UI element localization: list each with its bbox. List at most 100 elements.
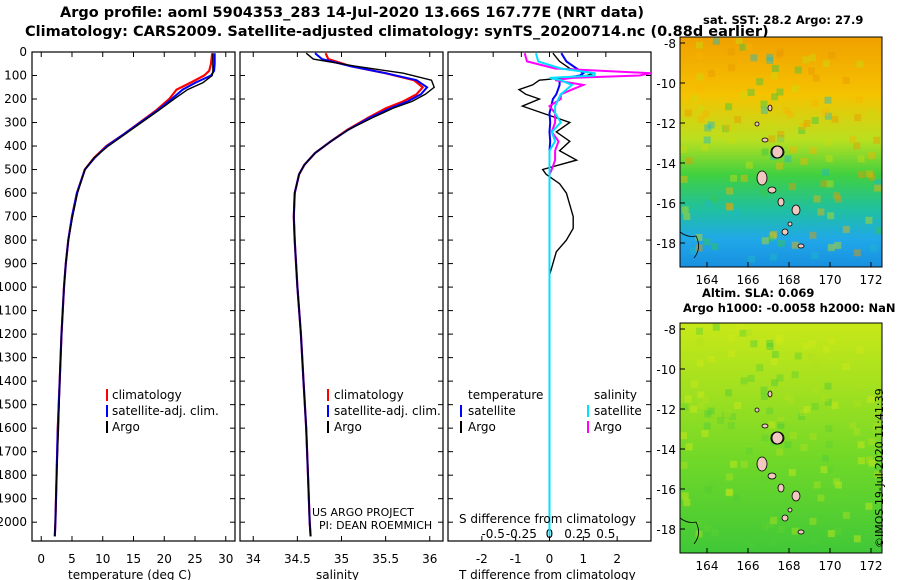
difference-legend: temperature salinity satellite Argo sate…	[459, 388, 642, 526]
legend-label-climatology: climatology	[334, 388, 404, 402]
map-pixel	[733, 208, 740, 216]
map-pixel	[827, 244, 835, 252]
s-tick-label: 0.5	[596, 527, 615, 541]
depth-tick-label: 300	[4, 116, 27, 130]
map-pixel	[711, 243, 719, 251]
map-pixel	[695, 530, 703, 538]
island-shape	[767, 390, 773, 398]
map-pixel	[761, 237, 769, 245]
map-pixel	[710, 195, 718, 203]
map-pixel	[697, 105, 705, 113]
map-pixel	[777, 136, 785, 144]
x-tick-label: 34	[246, 552, 261, 566]
x-tick-label: 2	[613, 552, 621, 566]
map-pixel	[875, 513, 882, 520]
map-pixel	[799, 409, 807, 417]
map-pixel	[832, 192, 840, 200]
map-pixel	[761, 434, 769, 442]
sla-map-axes: -8 -10 -12 -14 -16 -18 164 166 168 170 172	[656, 323, 882, 573]
island-shape	[771, 431, 785, 445]
map-pixel	[704, 410, 712, 418]
map-pixel	[784, 441, 792, 449]
map-pixel	[735, 323, 743, 330]
map-pixel	[865, 502, 873, 510]
map-pixel	[824, 112, 832, 120]
x-tick-label: 30	[218, 552, 233, 566]
map-pixel	[728, 64, 736, 72]
map-pixel	[733, 494, 740, 502]
map-pixel	[874, 184, 882, 192]
map-pixel	[855, 96, 863, 104]
map-lat-label: -14	[656, 157, 676, 171]
credit-pi: PI: DEAN ROEMMICH	[319, 519, 432, 532]
map-pixel	[808, 67, 815, 75]
legend-label-s-argo: Argo	[594, 420, 622, 434]
map-pixel	[822, 394, 830, 402]
map-pixel	[791, 241, 799, 249]
series-line-t-argo	[517, 52, 597, 537]
map-pixel	[791, 527, 799, 535]
map-pixel	[777, 416, 785, 424]
island-shape	[797, 243, 805, 249]
map-pixel	[776, 88, 784, 96]
map-pixel	[739, 329, 747, 337]
x-tick-label: 35	[334, 552, 349, 566]
map-pixel	[712, 323, 720, 331]
map-pixel	[868, 438, 876, 446]
map-pixel	[696, 359, 704, 367]
series-line-argo	[54, 53, 214, 537]
map-lon-label: 168	[778, 273, 801, 287]
map-pixel	[831, 401, 839, 409]
map-pixel	[768, 343, 776, 351]
map-pixel	[697, 402, 705, 409]
map-pixel	[740, 174, 748, 182]
map-pixel	[702, 110, 710, 118]
island-shape	[756, 170, 768, 186]
map-pixel	[855, 382, 863, 390]
map-pixel	[730, 174, 738, 182]
x-tick-label: 36	[422, 552, 437, 566]
map-pixel	[873, 136, 881, 144]
island-shape	[787, 221, 793, 227]
legend-label-t-argo: Argo	[468, 420, 496, 434]
map-pixel	[825, 441, 833, 449]
depth-tick-label: 100	[4, 69, 27, 83]
depth-tick-label: 500	[4, 163, 27, 177]
x-tick-label: 20	[157, 552, 172, 566]
salinity-legend: climatology satellite-adj. clim. Argo US…	[312, 388, 441, 532]
series-line-s-satellite	[535, 52, 596, 537]
map-pixel	[684, 109, 692, 117]
map-pixel	[756, 78, 764, 86]
map-pixel	[777, 421, 785, 429]
map-pixel	[685, 443, 693, 451]
depth-tick-label: 800	[4, 233, 27, 247]
map-pixel	[725, 389, 733, 397]
map-lat-label: -12	[656, 117, 676, 131]
temperature-legend: climatology satellite-adj. clim. Argo	[106, 388, 219, 434]
map-pixel	[760, 386, 768, 394]
map-pixel	[777, 526, 785, 533]
map-pixel	[853, 142, 861, 150]
s-tick-label: -0.25	[506, 527, 537, 541]
header-line-2: Climatology: CARS2009. Satellite-adjuste…	[25, 24, 769, 40]
map-lat-label: -16	[656, 483, 676, 497]
map-pixel	[740, 460, 748, 468]
map-pixel	[776, 162, 784, 170]
map-lat-label: -8	[664, 37, 676, 51]
x-tick-label: 1	[580, 552, 588, 566]
map-pixel	[800, 444, 808, 451]
map-pixel	[812, 74, 820, 82]
map-pixel	[842, 511, 850, 519]
map-pixel	[777, 135, 785, 143]
map-pixel	[828, 51, 836, 59]
map-pixel	[821, 168, 829, 176]
depth-tick-label: 0	[19, 45, 27, 59]
series-line-argo	[293, 52, 436, 537]
x-tick-label: 15	[126, 552, 141, 566]
depth-tick-label: 400	[4, 139, 27, 153]
sst-map-title: sat. SST: 28.2 Argo: 27.9	[703, 13, 864, 27]
map-pixel	[680, 146, 687, 154]
map-pixel	[706, 359, 714, 367]
map-pixel	[771, 93, 779, 101]
map-pixel	[681, 117, 689, 125]
